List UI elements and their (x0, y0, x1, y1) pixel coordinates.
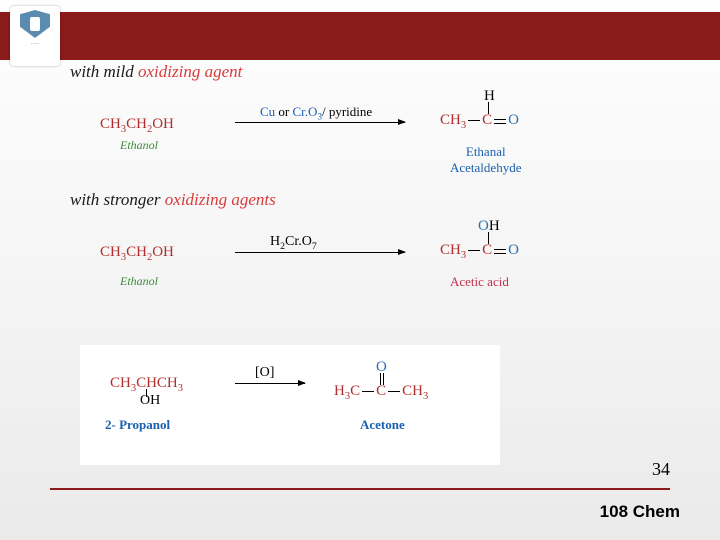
rxn3-arrow (235, 383, 305, 384)
section1-heading: with mild oxidizing agent (70, 62, 680, 82)
reaction-2: CH3CH2OH Ethanol H2Cr.O7 OH CH3CO Acetic… (70, 222, 680, 294)
rxn3-oh: OH (140, 393, 160, 409)
heading2-highlight: oxidizing agents (165, 190, 276, 209)
rxn2-reagent: H2Cr.O7 (270, 234, 317, 252)
rxn1-reactant-label: Ethanol (120, 138, 158, 153)
rxn1-product-label: Ethanal Acetaldehyde (450, 144, 521, 176)
rxn2-reactant: CH3CH2OH (100, 244, 174, 263)
heading1-prefix: with mild (70, 62, 138, 81)
institution-logo: ····· (10, 6, 60, 66)
reaction-3-panel: CH3CHCH3 OH 2- Propanol [O] O H3CCCH3 Ac… (80, 345, 500, 465)
reaction-1: CH3CH2OH Ethanol Cu or Cr.O3/ pyridine H… (70, 94, 680, 166)
rxn2-arrow (235, 252, 405, 253)
shield-icon (20, 10, 50, 38)
rxn2-product-label: Acetic acid (450, 274, 509, 290)
footer-divider (50, 488, 670, 490)
rxn1-reagent: Cu or Cr.O3/ pyridine (260, 104, 372, 122)
rxn1-arrow (235, 122, 405, 123)
heading1-highlight: oxidizing agent (138, 62, 242, 81)
section2-heading: with stronger oxidizing agents (70, 190, 680, 210)
rxn1-reactant: CH3CH2OH (100, 116, 174, 135)
course-code: 108 Chem (600, 502, 680, 522)
logo-caption: ····· (31, 42, 39, 47)
rxn2-reactant-label: Ethanol (120, 274, 158, 289)
rxn3-reactant-label: 2- Propanol (105, 417, 170, 433)
heading2-prefix: with stronger (70, 190, 165, 209)
page-number: 34 (652, 459, 670, 480)
slide-content: with mild oxidizing agent CH3CH2OH Ethan… (70, 62, 680, 300)
header-bar (0, 12, 720, 60)
rxn3-product-label: Acetone (360, 417, 405, 433)
rxn3-reagent: [O] (255, 365, 274, 381)
